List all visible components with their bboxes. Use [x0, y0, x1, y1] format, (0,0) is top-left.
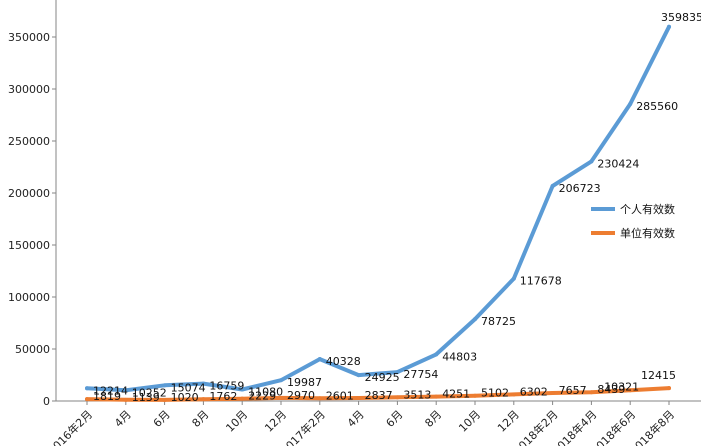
x-tick-label: 10月	[223, 408, 250, 435]
y-tick-label: 100000	[8, 291, 50, 304]
data-label: 206723	[559, 182, 601, 195]
data-point	[434, 352, 439, 357]
data-point	[240, 396, 245, 401]
x-tick-label: 6月	[151, 408, 173, 430]
y-tick-label: 150000	[8, 239, 50, 252]
data-label: 1020	[171, 391, 199, 404]
data-label: 12214	[93, 384, 128, 397]
y-tick-label: 250000	[8, 135, 50, 148]
data-label: 10321	[604, 380, 639, 393]
data-label: 19987	[287, 376, 322, 389]
data-point	[589, 390, 594, 395]
legend-label-personal: 个人有效数	[620, 202, 675, 216]
y-tick-label: 300000	[8, 83, 50, 96]
data-label: 285560	[636, 100, 678, 113]
data-label: 4251	[442, 388, 470, 401]
data-point	[395, 370, 400, 375]
data-point	[667, 386, 671, 391]
data-label: 3513	[403, 388, 431, 401]
data-point	[550, 184, 555, 189]
series-line-1	[85, 386, 671, 402]
data-label: 27754	[403, 368, 438, 381]
x-tick-label: 8月	[190, 408, 212, 430]
data-point	[201, 397, 206, 402]
x-tick-label: 2018年6月	[588, 407, 638, 446]
data-label: 40328	[326, 355, 361, 368]
data-label: 6302	[520, 385, 548, 398]
data-label: 7657	[559, 384, 587, 397]
data-label: 2837	[365, 389, 393, 402]
data-point	[589, 159, 594, 164]
data-label: 12415	[641, 369, 676, 382]
data-point	[395, 395, 400, 400]
data-point	[434, 394, 439, 399]
data-label: 359835	[661, 11, 701, 24]
axes: 0 50000 100000 150000 200000 250000 300000 3500…	[8, 0, 701, 446]
data-label: 230424	[597, 157, 639, 170]
data-label: 15074	[171, 381, 206, 394]
x-tick-label: 10月	[456, 408, 483, 435]
y-tick-label: 0	[43, 395, 50, 408]
x-tick-label: 2018年4月	[549, 407, 599, 446]
data-label: 5102	[481, 387, 509, 400]
data-label: 1819	[93, 390, 121, 403]
data-point	[279, 378, 283, 383]
data-point	[511, 392, 516, 397]
data-point	[162, 383, 167, 388]
y-tick-label: 200000	[8, 187, 50, 200]
data-label: 10252	[132, 386, 167, 399]
data-label: 117678	[520, 275, 562, 288]
data-point	[628, 388, 633, 393]
data-point	[240, 387, 245, 392]
x-tick-label: 6月	[384, 408, 406, 430]
x-tick-label: 8月	[422, 408, 444, 430]
x-tick-label: 12月	[262, 408, 289, 435]
data-label: 2601	[326, 389, 354, 402]
data-point	[85, 386, 89, 391]
data-point	[162, 397, 167, 402]
legend: 个人有效数 单位有效数	[591, 202, 675, 240]
data-label: 2229	[248, 390, 276, 403]
data-point	[201, 381, 206, 386]
y-tick-label: 50000	[15, 343, 50, 356]
data-label: 1762	[209, 390, 237, 403]
data-labels: 12214 10252 15074 16759 11080 19987 40328 24925…	[93, 11, 701, 404]
data-point	[356, 373, 361, 378]
data-point	[317, 357, 322, 362]
data-label: 2970	[287, 389, 315, 402]
data-point	[85, 397, 89, 402]
data-label: 78725	[481, 315, 516, 328]
data-point	[550, 391, 555, 396]
data-point	[317, 396, 322, 401]
data-label: 11080	[248, 385, 283, 398]
series-lines	[85, 24, 671, 402]
legend-label-unit: 单位有效数	[620, 226, 675, 240]
data-point	[473, 317, 477, 322]
data-point	[511, 276, 516, 281]
data-point	[279, 395, 283, 400]
data-point	[667, 24, 671, 29]
x-tick-label: 4月	[345, 408, 367, 430]
x-tick-label: 2018年8月	[627, 407, 677, 446]
x-tick-label: 4月	[112, 408, 134, 430]
data-label: 44803	[442, 350, 477, 363]
data-label: 16759	[209, 380, 244, 393]
data-label: 8439	[597, 383, 625, 396]
data-label: 24925	[365, 371, 400, 384]
x-tick-label: 2017年2月	[278, 407, 328, 446]
y-tick-label: 350000	[8, 31, 50, 44]
data-point	[123, 397, 128, 402]
data-point	[356, 396, 361, 401]
data-label: 1139	[132, 391, 160, 404]
x-tick-label: 2016年2月	[45, 407, 95, 446]
x-tick-label: 2018年2月	[511, 407, 561, 446]
data-point	[628, 102, 633, 107]
series-line-0	[85, 24, 671, 393]
data-point	[123, 388, 128, 393]
x-tick-label: 12月	[495, 408, 522, 435]
data-point	[473, 393, 477, 398]
